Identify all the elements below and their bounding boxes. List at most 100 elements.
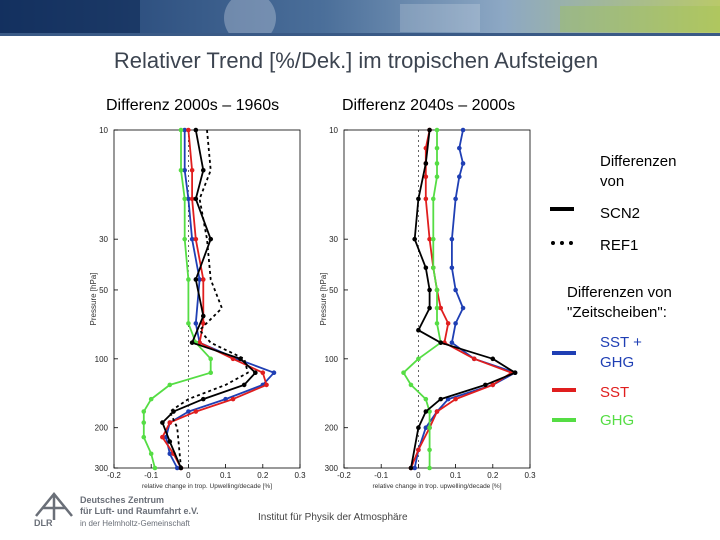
right-series-point-3 bbox=[438, 396, 444, 402]
left-x-tick-label: 0 bbox=[186, 471, 191, 480]
left-plot-heading: Differenz 2000s – 1960s bbox=[106, 97, 280, 114]
footer-institute: Institut für Physik der Atmosphäre bbox=[258, 512, 408, 523]
right-series-point-2 bbox=[408, 382, 414, 388]
right-series-point-3 bbox=[416, 425, 421, 431]
right-series-point-0 bbox=[453, 196, 458, 202]
left-series-point-2 bbox=[186, 277, 191, 282]
left-series-point-3 bbox=[160, 420, 165, 425]
legend-label-ref1: REF1 bbox=[600, 237, 639, 254]
left-series-point-2 bbox=[152, 465, 158, 471]
right-series-point-1 bbox=[434, 409, 440, 414]
right-series-point-0 bbox=[412, 465, 417, 471]
left-series-point-1 bbox=[186, 127, 191, 133]
left-series-point-3 bbox=[241, 382, 247, 388]
left-y-tick-label: 10 bbox=[99, 126, 108, 135]
dlr-logo-mark-icon bbox=[35, 492, 73, 520]
left-series-point-1 bbox=[260, 370, 266, 376]
right-series-point-1 bbox=[490, 382, 496, 388]
right-y-tick-label: 10 bbox=[329, 126, 338, 135]
right-series-point-0 bbox=[460, 161, 466, 166]
left-series-point-0 bbox=[174, 465, 180, 471]
legend-heading-differences: Differenzen von bbox=[600, 152, 676, 192]
right-series-point-2 bbox=[434, 161, 440, 166]
left-series-point-3 bbox=[208, 236, 214, 242]
left-series-point-1 bbox=[200, 321, 206, 326]
logo-line1: Deutsches Zentrum bbox=[80, 495, 165, 505]
left-series-point-2 bbox=[182, 236, 187, 242]
left-y-axis-label: Pressure [hPa] bbox=[89, 273, 98, 326]
right-series-point-2 bbox=[434, 321, 440, 326]
legend-heading2-line1: Differenzen von bbox=[567, 284, 672, 301]
left-y-tick-label: 300 bbox=[95, 464, 109, 473]
right-x-tick-label: -0.1 bbox=[374, 471, 388, 480]
left-series-point-0 bbox=[271, 370, 277, 376]
logo-line3: in der Helmholtz-Gemeinschaft bbox=[80, 519, 190, 528]
left-x-axis-label: relative change in trop. Upwelling/decad… bbox=[142, 483, 272, 490]
legend-sst-ghg-line2: GHG bbox=[600, 354, 635, 371]
right-series-point-3 bbox=[423, 409, 429, 414]
right-series-point-3 bbox=[412, 236, 417, 242]
left-x-tick-label: 0.2 bbox=[257, 471, 269, 480]
right-series-point-2 bbox=[430, 265, 436, 271]
left-x-tick-label: 0.1 bbox=[220, 471, 232, 480]
left-series-point-1 bbox=[230, 396, 236, 402]
right-series-point-2 bbox=[427, 447, 432, 453]
left-series-point-2 bbox=[148, 396, 154, 402]
right-x-tick-label: 0.3 bbox=[524, 471, 536, 480]
slide-title: Relativer Trend [%/Dek.] im tropischen A… bbox=[113, 48, 599, 73]
right-series-point-3 bbox=[490, 356, 496, 362]
left-x-tick-label: 0.3 bbox=[294, 471, 306, 480]
right-series-point-3 bbox=[416, 196, 421, 202]
right-series-point-3 bbox=[408, 465, 414, 471]
right-series-point-1 bbox=[427, 236, 432, 242]
right-series-point-2 bbox=[423, 396, 429, 402]
left-series-point-3 bbox=[253, 370, 258, 376]
right-series-point-1 bbox=[438, 305, 444, 311]
right-series-point-3 bbox=[483, 382, 488, 388]
left-series-point-2 bbox=[178, 127, 184, 133]
left-series-point-2 bbox=[182, 196, 187, 202]
left-series-point-2 bbox=[148, 451, 154, 457]
right-series-line-3 bbox=[410, 129, 516, 469]
left-series-point-1 bbox=[167, 420, 173, 425]
left-series-point-3 bbox=[200, 396, 206, 402]
right-series-point-2 bbox=[430, 196, 436, 202]
right-series-point-2 bbox=[434, 174, 440, 180]
left-series-point-2 bbox=[167, 382, 173, 388]
right-series-point-3 bbox=[423, 161, 429, 166]
right-series-point-3 bbox=[438, 340, 444, 345]
right-series-point-0 bbox=[453, 321, 458, 326]
right-y-tick-label: 30 bbox=[329, 235, 338, 244]
right-series-line-1 bbox=[410, 129, 513, 469]
left-series-point-0 bbox=[182, 167, 187, 173]
legend-heading-timeslices: Differenzen von "Zeitscheiben": bbox=[567, 283, 672, 323]
right-series-point-3 bbox=[427, 127, 432, 133]
right-series-point-3 bbox=[416, 327, 421, 333]
right-series-point-1 bbox=[416, 447, 421, 453]
left-series-point-2 bbox=[208, 356, 214, 362]
right-plot-heading: Differenz 2040s – 2000s bbox=[342, 97, 516, 114]
legend-heading-word1: Differenzen bbox=[600, 153, 677, 170]
left-series-point-1 bbox=[193, 409, 199, 414]
right-y-tick-label: 200 bbox=[325, 424, 339, 433]
right-series-point-3 bbox=[512, 370, 518, 376]
left-series-point-1 bbox=[200, 277, 206, 282]
left-series-point-3 bbox=[193, 127, 199, 133]
right-series-point-1 bbox=[423, 174, 429, 180]
right-series-point-3 bbox=[427, 287, 432, 293]
left-y-tick-label: 30 bbox=[99, 235, 108, 244]
left-series-point-3 bbox=[189, 340, 195, 345]
right-x-tick-label: 0 bbox=[416, 471, 421, 480]
right-series-point-2 bbox=[416, 356, 421, 362]
left-series-point-0 bbox=[182, 127, 187, 133]
right-series-point-2 bbox=[401, 370, 406, 376]
legend-heading2-line2: "Zeitscheiben": bbox=[567, 304, 667, 321]
right-series-point-2 bbox=[434, 127, 440, 133]
left-series-point-2 bbox=[141, 409, 147, 414]
right-y-tick-label: 300 bbox=[325, 464, 339, 473]
legend-label-sst: SST bbox=[600, 384, 630, 401]
left-series-point-3 bbox=[200, 313, 206, 319]
left-series-point-0 bbox=[186, 409, 191, 414]
right-series-point-0 bbox=[457, 145, 462, 151]
legend-sst-ghg-line1: SST + bbox=[600, 334, 642, 351]
